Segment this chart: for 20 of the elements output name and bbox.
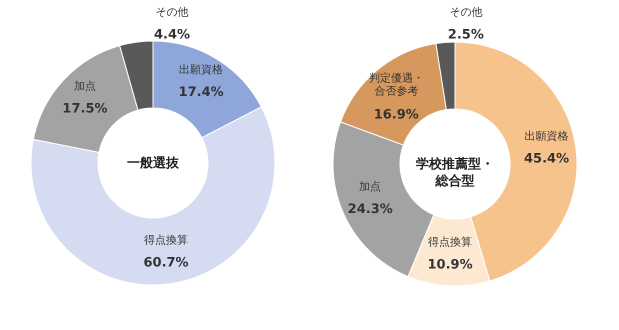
slice-label: 判定優遇・合否参考	[368, 72, 424, 98]
slice-label: 加点	[74, 79, 96, 92]
data-label: 45.4%	[524, 152, 570, 167]
slice-label: 得点換算	[144, 234, 188, 247]
slice-label: 出願資格	[179, 62, 224, 76]
data-label: 17.5%	[62, 101, 108, 116]
data-label: 16.9%	[374, 108, 419, 123]
data-label: 2.5%	[448, 27, 484, 42]
slice-label: その他	[449, 5, 482, 18]
data-label: 60.7%	[143, 256, 189, 271]
data-label: 10.9%	[428, 257, 473, 272]
slice-label: 出願資格	[524, 130, 569, 143]
text: 一般選抜	[127, 156, 180, 171]
data-label: 24.3%	[348, 202, 393, 218]
slice-label: その他	[156, 5, 189, 18]
data-label: 17.4%	[178, 84, 224, 100]
slice-label: 得点換算	[428, 235, 472, 248]
text: 学校推薦型・総合型	[416, 156, 494, 189]
slice-label: 加点	[359, 180, 382, 194]
data-label: 4.4%	[154, 27, 190, 42]
